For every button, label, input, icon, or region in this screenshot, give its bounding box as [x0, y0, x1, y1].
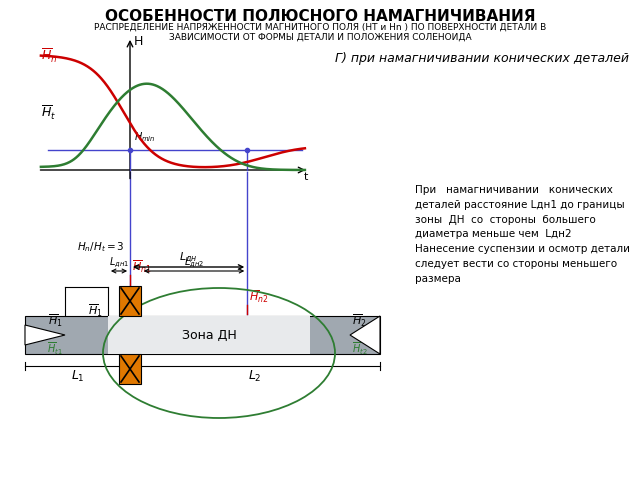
Text: $H_{min}$: $H_{min}$ — [134, 131, 156, 144]
Text: ЗАВИСИМОСТИ ОТ ФОРМЫ ДЕТАЛИ И ПОЛОЖЕНИЯ СОЛЕНОИДА: ЗАВИСИМОСТИ ОТ ФОРМЫ ДЕТАЛИ И ПОЛОЖЕНИЯ … — [169, 33, 471, 42]
Text: $L_{дн1}$: $L_{дн1}$ — [109, 256, 129, 270]
Text: t: t — [304, 172, 308, 182]
Text: ОСОБЕННОСТИ ПОЛЮСНОГО НАМАГНИЧИВАНИЯ: ОСОБЕННОСТИ ПОЛЮСНОГО НАМАГНИЧИВАНИЯ — [105, 9, 535, 24]
Polygon shape — [25, 325, 65, 345]
Text: РАСПРЕДЕЛЕНИЕ НАПРЯЖЕННОСТИ МАГНИТНОГО ПОЛЯ (НТ и Нn ) ПО ПОВЕРХНОСТИ ДЕТАЛИ В: РАСПРЕДЕЛЕНИЕ НАПРЯЖЕННОСТИ МАГНИТНОГО П… — [94, 23, 546, 32]
Text: $L_{дн}$: $L_{дн}$ — [179, 251, 198, 265]
Bar — [119, 286, 141, 316]
Text: Г) при намагничивании конических деталей: Г) при намагничивании конических деталей — [335, 52, 629, 65]
Text: $\overline{H}_{1}$: $\overline{H}_{1}$ — [48, 313, 63, 329]
Text: $\overline{H}_{t2}$: $\overline{H}_{t2}$ — [352, 341, 367, 357]
Text: $\overline{H}_{t}$: $\overline{H}_{t}$ — [41, 104, 56, 122]
Text: $L_{дн2}$: $L_{дн2}$ — [184, 256, 204, 270]
Text: $\overline{H}_{2}$: $\overline{H}_{2}$ — [352, 313, 367, 329]
Text: $\overline{H}_{t1}$: $\overline{H}_{t1}$ — [47, 341, 63, 357]
Text: $L_1$: $L_1$ — [70, 369, 84, 384]
Polygon shape — [350, 316, 380, 354]
Bar — [119, 354, 141, 384]
Text: $\overline{H}_{1}$: $\overline{H}_{1}$ — [88, 303, 103, 319]
Bar — [25, 316, 380, 354]
Text: H: H — [134, 35, 143, 48]
Text: $L_2$: $L_2$ — [248, 369, 262, 384]
Text: $\overline{H}_{n2}$: $\overline{H}_{n2}$ — [249, 288, 269, 305]
Text: $H_n/H_t=3$: $H_n/H_t=3$ — [77, 240, 125, 254]
Text: $\overline{H}_{n}$: $\overline{H}_{n}$ — [41, 47, 58, 65]
Bar — [108, 316, 310, 354]
Text: При   намагничивании   конических
деталей расстояние Lдн1 до границы
зоны  ДН  с: При намагничивании конических деталей ра… — [415, 185, 630, 284]
Text: Зона ДН: Зона ДН — [182, 328, 236, 341]
Text: $\overline{H}_{n1}$: $\overline{H}_{n1}$ — [132, 258, 152, 275]
